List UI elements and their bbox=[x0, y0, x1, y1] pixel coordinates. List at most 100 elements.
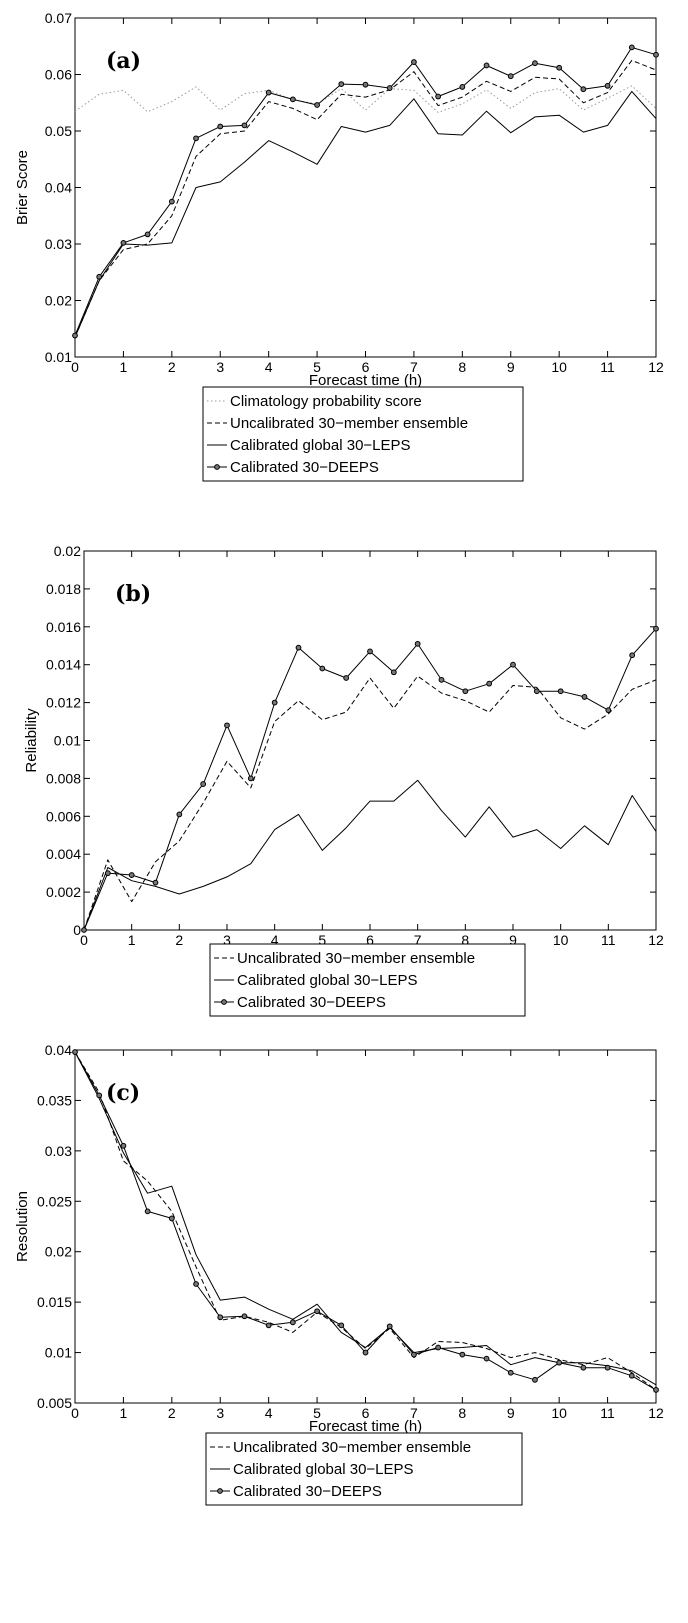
data-point bbox=[241, 122, 248, 129]
x-tick-label: 0 bbox=[71, 359, 79, 375]
data-point bbox=[217, 1314, 224, 1321]
data-point bbox=[144, 1208, 151, 1215]
x-tick-label: 2 bbox=[175, 932, 183, 948]
y-tick-label: 0.02 bbox=[45, 293, 72, 309]
y-tick-label: 0 bbox=[73, 922, 81, 938]
y-tick-label: 0.07 bbox=[45, 10, 72, 26]
data-point bbox=[605, 707, 612, 714]
data-point bbox=[414, 640, 421, 647]
data-point bbox=[367, 648, 373, 655]
data-point bbox=[533, 688, 540, 695]
data-point bbox=[362, 1349, 369, 1356]
data-point bbox=[200, 781, 207, 787]
x-tick-label: 4 bbox=[265, 359, 273, 375]
x-tick-label: 12 bbox=[648, 932, 664, 948]
data-point bbox=[168, 198, 175, 205]
x-tick-label: 1 bbox=[120, 1405, 128, 1421]
data-point bbox=[120, 1142, 127, 1149]
series-line-1 bbox=[74, 1051, 657, 1391]
data-point bbox=[462, 688, 469, 695]
y-tick-label: 0.004 bbox=[46, 846, 81, 862]
panel-a-legend: Climatology probability score Uncalibrate… bbox=[202, 386, 524, 482]
x-tick-label: 5 bbox=[313, 1405, 321, 1421]
y-tick-label: 0.04 bbox=[45, 180, 72, 196]
data-point bbox=[435, 93, 442, 100]
x-tick-label: 2 bbox=[168, 359, 176, 375]
y-tick-label: 0.018 bbox=[46, 581, 81, 597]
x-tick-label: 7 bbox=[410, 1405, 418, 1421]
legend-label: Uncalibrated 30−member ensemble bbox=[237, 950, 475, 967]
panel-b-legend: Uncalibrated 30−member ensemble Calibrate… bbox=[209, 943, 526, 1017]
y-tick-label: 0.02 bbox=[45, 1244, 72, 1260]
data-point bbox=[247, 775, 254, 782]
data-point bbox=[507, 73, 514, 80]
series-line-3 bbox=[74, 90, 657, 338]
x-tick-label: 8 bbox=[458, 359, 466, 375]
x-axis-label: Forecast time (h) bbox=[309, 372, 422, 389]
x-tick-label: 2 bbox=[168, 1405, 176, 1421]
x-tick-label: 3 bbox=[216, 359, 224, 375]
x-tick-label: 5 bbox=[318, 932, 326, 948]
panel-label: (c) bbox=[106, 1080, 140, 1106]
data-point bbox=[581, 694, 588, 700]
panel-a-axes-frame bbox=[74, 17, 657, 358]
x-axis-label: Forecast time (h) bbox=[309, 1418, 422, 1435]
data-point bbox=[459, 1351, 466, 1358]
data-point bbox=[81, 927, 87, 933]
data-point bbox=[176, 811, 183, 818]
y-axis-label: Resolution bbox=[14, 1191, 31, 1262]
data-point bbox=[265, 89, 272, 96]
x-tick-label: 0 bbox=[71, 1405, 79, 1421]
y-tick-label: 0.05 bbox=[45, 123, 72, 139]
x-tick-label: 9 bbox=[507, 1405, 515, 1421]
data-point bbox=[390, 669, 397, 676]
data-point bbox=[144, 231, 151, 238]
y-tick-label: 0.03 bbox=[45, 236, 72, 252]
series-line-1 bbox=[74, 85, 657, 113]
data-point bbox=[224, 722, 230, 729]
legend-label: Uncalibrated 30−member ensemble bbox=[230, 415, 468, 432]
x-tick-label: 11 bbox=[600, 359, 615, 375]
data-point bbox=[128, 872, 135, 878]
y-tick-label: 0.008 bbox=[46, 770, 81, 786]
data-point bbox=[557, 688, 564, 695]
data-point bbox=[580, 86, 587, 93]
data-point bbox=[343, 675, 350, 681]
data-point bbox=[193, 135, 199, 142]
x-tick-label: 9 bbox=[507, 359, 515, 375]
y-tick-label: 0.012 bbox=[46, 695, 81, 711]
data-point bbox=[653, 51, 659, 58]
x-tick-label: 11 bbox=[600, 1405, 615, 1421]
legend-marker bbox=[221, 999, 227, 1005]
panel-label: (b) bbox=[115, 581, 151, 607]
y-tick-label: 0.014 bbox=[46, 657, 81, 673]
y-tick-label: 0.016 bbox=[46, 619, 81, 635]
series-line-2 bbox=[74, 1051, 657, 1386]
data-point bbox=[507, 1369, 514, 1376]
y-tick-label: 0.03 bbox=[45, 1143, 72, 1159]
legend-label: Climatology probability score bbox=[230, 393, 422, 410]
data-point bbox=[314, 1308, 320, 1315]
legend-label: Calibrated global 30−LEPS bbox=[233, 1461, 414, 1478]
legend-label: Uncalibrated 30−member ensemble bbox=[233, 1439, 471, 1456]
data-point bbox=[168, 1215, 175, 1222]
x-tick-label: 10 bbox=[553, 932, 569, 948]
data-point bbox=[604, 1364, 611, 1371]
data-point bbox=[438, 676, 445, 683]
data-point bbox=[152, 879, 159, 886]
data-point bbox=[411, 59, 417, 65]
data-point bbox=[386, 1323, 393, 1330]
data-point bbox=[628, 1372, 635, 1379]
x-tick-label: 10 bbox=[551, 359, 567, 375]
x-tick-label: 6 bbox=[362, 359, 370, 375]
x-tick-label: 1 bbox=[128, 932, 136, 948]
y-axis-label: Brier Score bbox=[14, 150, 31, 225]
data-point bbox=[628, 44, 635, 51]
data-point bbox=[532, 1376, 538, 1383]
data-point bbox=[96, 1092, 103, 1099]
x-tick-label: 6 bbox=[362, 1405, 370, 1421]
data-point bbox=[435, 1344, 442, 1351]
y-axis-label: Reliability bbox=[23, 708, 40, 773]
data-point bbox=[265, 1322, 272, 1329]
data-point bbox=[459, 84, 466, 90]
